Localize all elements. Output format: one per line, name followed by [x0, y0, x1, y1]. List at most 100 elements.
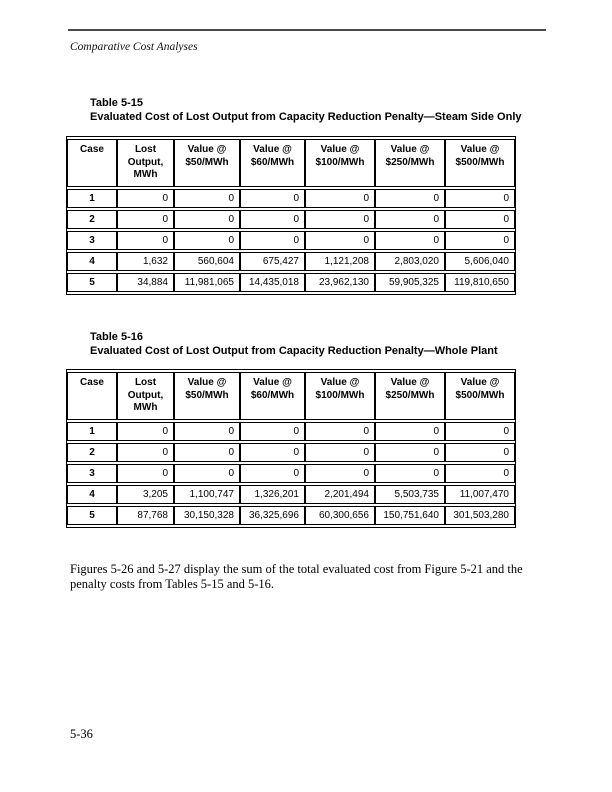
- value-cell: 0: [174, 421, 240, 441]
- value-cell: 60,300,656: [305, 505, 375, 525]
- body-paragraph: Figures 5-26 and 5-27 display the sum of…: [70, 562, 523, 591]
- value-cell: 0: [117, 442, 174, 462]
- value-cell: 0: [174, 442, 240, 462]
- table-row: 2 0 0 0 0 0 0: [67, 209, 515, 229]
- value-cell: 0: [117, 209, 174, 229]
- table-row: 5 87,768 30,150,328 36,325,696 60,300,65…: [67, 505, 515, 525]
- value-cell: 0: [240, 230, 305, 250]
- value-cell: 0: [445, 421, 515, 441]
- column-header-value-500: Value @ $500/MWh: [445, 139, 515, 187]
- value-cell: 0: [375, 209, 445, 229]
- value-cell: 119,810,650: [445, 272, 515, 292]
- value-cell: 87,768: [117, 505, 174, 525]
- column-header-value-60: Value @ $60/MWh: [240, 372, 305, 420]
- value-cell: 11,007,470: [445, 484, 515, 504]
- column-header-value-250: Value @ $250/MWh: [375, 372, 445, 420]
- table-row: 3 0 0 0 0 0 0: [67, 230, 515, 250]
- table-5-15: Case Lost Output, MWh Value @ $50/MWh Va…: [66, 136, 516, 295]
- value-cell: 0: [305, 230, 375, 250]
- case-cell: 4: [67, 251, 117, 271]
- value-cell: 0: [375, 463, 445, 483]
- case-cell: 2: [67, 209, 117, 229]
- column-header-value-250: Value @ $250/MWh: [375, 139, 445, 187]
- value-cell: 0: [445, 188, 515, 208]
- value-cell: 23,962,130: [305, 272, 375, 292]
- value-cell: 3,205: [117, 484, 174, 504]
- table-5-16-title: Table 5-16 Evaluated Cost of Lost Output…: [90, 331, 498, 358]
- value-cell: 34,884: [117, 272, 174, 292]
- case-cell: 5: [67, 505, 117, 525]
- column-header-value-100: Value @ $100/MWh: [305, 372, 375, 420]
- header-rule: [68, 29, 546, 31]
- table-row: 4 1,632 560,604 675,427 1,121,208 2,803,…: [67, 251, 515, 271]
- case-cell: 3: [67, 463, 117, 483]
- table-caption: Evaluated Cost of Lost Output from Capac…: [90, 110, 522, 123]
- column-header-value-60: Value @ $60/MWh: [240, 139, 305, 187]
- value-cell: 0: [174, 188, 240, 208]
- value-cell: 2,803,020: [375, 251, 445, 271]
- table-row: 4 3,205 1,100,747 1,326,201 2,201,494 5,…: [67, 484, 515, 504]
- value-cell: 0: [375, 188, 445, 208]
- value-cell: 0: [174, 209, 240, 229]
- value-cell: 0: [305, 188, 375, 208]
- column-header-lost-output: Lost Output, MWh: [117, 372, 174, 420]
- value-cell: 0: [445, 463, 515, 483]
- table-header-row: Case Lost Output, MWh Value @ $50/MWh Va…: [67, 139, 515, 187]
- column-header-case: Case: [67, 139, 117, 187]
- value-cell: 0: [305, 463, 375, 483]
- value-cell: 0: [240, 188, 305, 208]
- table-label: Table 5-15: [90, 97, 143, 109]
- value-cell: 1,100,747: [174, 484, 240, 504]
- value-cell: 0: [445, 209, 515, 229]
- value-cell: 1,632: [117, 251, 174, 271]
- value-cell: 0: [117, 463, 174, 483]
- running-head: Comparative Cost Analyses: [70, 41, 198, 53]
- table-row: 3 0 0 0 0 0 0: [67, 463, 515, 483]
- value-cell: 5,606,040: [445, 251, 515, 271]
- value-cell: 5,503,735: [375, 484, 445, 504]
- value-cell: 0: [240, 442, 305, 462]
- case-cell: 1: [67, 421, 117, 441]
- value-cell: 675,427: [240, 251, 305, 271]
- case-cell: 5: [67, 272, 117, 292]
- value-cell: 0: [117, 188, 174, 208]
- value-cell: 0: [305, 442, 375, 462]
- column-header-value-50: Value @ $50/MWh: [174, 139, 240, 187]
- value-cell: 1,326,201: [240, 484, 305, 504]
- value-cell: 14,435,018: [240, 272, 305, 292]
- value-cell: 2,201,494: [305, 484, 375, 504]
- value-cell: 0: [174, 230, 240, 250]
- column-header-value-500: Value @ $500/MWh: [445, 372, 515, 420]
- table-header-row: Case Lost Output, MWh Value @ $50/MWh Va…: [67, 372, 515, 420]
- value-cell: 0: [305, 209, 375, 229]
- value-cell: 0: [445, 230, 515, 250]
- table-row: 5 34,884 11,981,065 14,435,018 23,962,13…: [67, 272, 515, 292]
- case-cell: 4: [67, 484, 117, 504]
- case-cell: 1: [67, 188, 117, 208]
- column-header-value-50: Value @ $50/MWh: [174, 372, 240, 420]
- table-5-16-container: Case Lost Output, MWh Value @ $50/MWh Va…: [66, 369, 516, 528]
- value-cell: 150,751,640: [375, 505, 445, 525]
- value-cell: 560,604: [174, 251, 240, 271]
- table-5-16: Case Lost Output, MWh Value @ $50/MWh Va…: [66, 369, 516, 528]
- value-cell: 0: [174, 463, 240, 483]
- value-cell: 0: [445, 442, 515, 462]
- table-5-15-title: Table 5-15 Evaluated Cost of Lost Output…: [90, 97, 522, 124]
- value-cell: 0: [375, 230, 445, 250]
- value-cell: 36,325,696: [240, 505, 305, 525]
- case-cell: 2: [67, 442, 117, 462]
- value-cell: 301,503,280: [445, 505, 515, 525]
- table-label: Table 5-16: [90, 331, 143, 343]
- value-cell: 0: [117, 421, 174, 441]
- table-row: 1 0 0 0 0 0 0: [67, 188, 515, 208]
- value-cell: 30,150,328: [174, 505, 240, 525]
- table-row: 1 0 0 0 0 0 0: [67, 421, 515, 441]
- page-number: 5-36: [70, 727, 93, 741]
- value-cell: 0: [305, 421, 375, 441]
- column-header-lost-output: Lost Output, MWh: [117, 139, 174, 187]
- value-cell: 0: [375, 421, 445, 441]
- value-cell: 0: [375, 442, 445, 462]
- value-cell: 0: [117, 230, 174, 250]
- value-cell: 11,981,065: [174, 272, 240, 292]
